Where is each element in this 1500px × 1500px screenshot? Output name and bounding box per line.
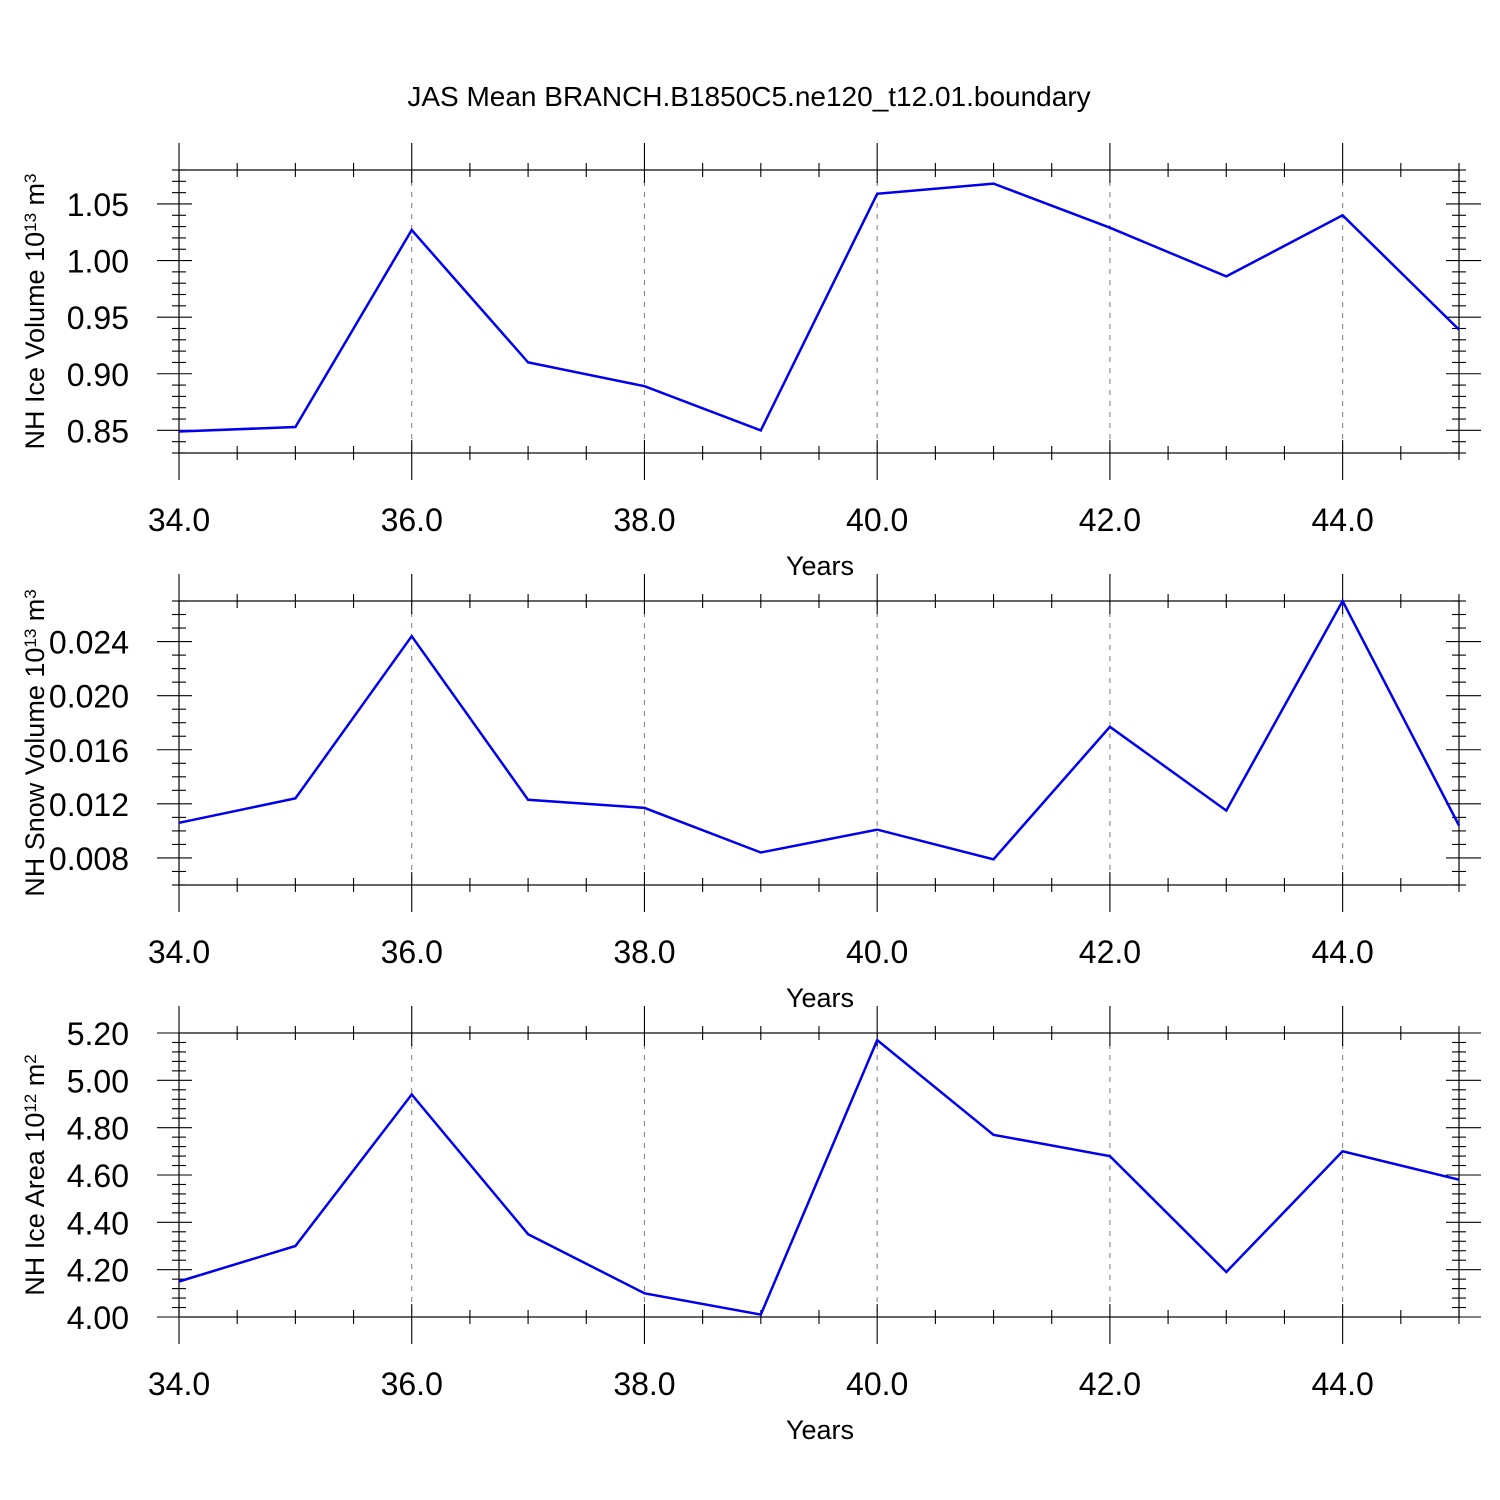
panel-3: 34.0 36.0 38.0 40.0 42.0 44.0 4.00 4.20 4.40 4.60… — [20, 1006, 1481, 1445]
data-point — [642, 1291, 646, 1295]
x-tick-label: 36.0 — [381, 502, 443, 538]
x-axis-label: Years — [786, 983, 854, 1013]
data-point — [1341, 213, 1345, 217]
x-tick-label: 36.0 — [381, 1366, 443, 1402]
y-axis-label-superscript: 13 — [21, 213, 40, 232]
data-point — [992, 857, 996, 861]
data-point — [526, 1232, 530, 1236]
data-point — [1108, 725, 1112, 729]
y-tick-label: 4.00 — [67, 1300, 129, 1336]
y-tick-label: 0.90 — [67, 357, 129, 393]
x-tick-label: 34.0 — [148, 934, 210, 970]
x-tick-label: 36.0 — [381, 934, 443, 970]
figure-title: JAS Mean BRANCH.B1850C5.ne120_t12.01.bou… — [407, 81, 1090, 112]
y-tick-label: 4.80 — [67, 1111, 129, 1147]
panel-1: 34.0 36.0 38.0 40.0 42.0 44.0 0.85 0.90 0.95 1.00… — [20, 143, 1481, 581]
y-axis-label-text: NH Ice Area 10 — [20, 1113, 50, 1296]
data-point — [992, 182, 996, 186]
data-point — [410, 634, 414, 638]
y-axis-label-superscript: 2 — [21, 1054, 40, 1063]
y-tick-label: 0.012 — [49, 787, 129, 823]
series-line — [178, 1038, 1460, 1317]
data-point — [410, 228, 414, 232]
data-point — [642, 806, 646, 810]
x-tick-label: 44.0 — [1311, 934, 1373, 970]
x-tick-label: 42.0 — [1079, 1366, 1141, 1402]
y-tick-label: 0.95 — [67, 300, 129, 336]
y-tick-label: 4.60 — [67, 1158, 129, 1194]
data-point — [759, 851, 763, 855]
data-point — [526, 798, 530, 802]
y-axis-label: NH Ice Volume 1013 m3 — [20, 174, 50, 450]
y-axis-label-superscript: 12 — [21, 1094, 40, 1113]
x-tick-label: 40.0 — [846, 934, 908, 970]
data-point — [177, 821, 181, 825]
x-tick-label: 44.0 — [1311, 502, 1373, 538]
data-point — [1224, 274, 1228, 278]
y-axis-label: NH Ice Area 1012 m2 — [20, 1054, 50, 1295]
data-point — [1341, 599, 1345, 603]
data-point — [1341, 1149, 1345, 1153]
y-axis-label: NH Snow Volume 1013 m3 — [20, 589, 50, 897]
x-tick-label: 38.0 — [613, 502, 675, 538]
x-tick-label: 38.0 — [613, 934, 675, 970]
y-tick-label: 0.016 — [49, 733, 129, 769]
data-point — [293, 425, 297, 429]
x-tick-label: 34.0 — [148, 502, 210, 538]
x-axis-label: Years — [786, 551, 854, 581]
y-tick-label: 1.05 — [67, 187, 129, 223]
data-point — [1224, 1270, 1228, 1274]
x-tick-label: 38.0 — [613, 1366, 675, 1402]
x-tick-label: 34.0 — [148, 1366, 210, 1402]
data-point — [177, 429, 181, 433]
y-axis-label-text: m — [20, 183, 50, 213]
data-point — [875, 1038, 879, 1042]
y-tick-label: 0.85 — [67, 413, 129, 449]
y-tick-label: 4.40 — [67, 1205, 129, 1241]
data-point — [875, 828, 879, 832]
data-point — [526, 360, 530, 364]
plot-frame — [178, 600, 1460, 886]
series-line — [178, 182, 1460, 433]
data-point — [759, 1313, 763, 1317]
data-point — [759, 428, 763, 432]
series-line — [178, 598, 1461, 861]
y-tick-label: 0.008 — [49, 841, 129, 877]
y-tick-label: 1.00 — [67, 244, 129, 280]
data-point — [410, 1093, 414, 1097]
data-point — [1457, 823, 1461, 827]
x-tick-label: 40.0 — [846, 1366, 908, 1402]
data-point — [1108, 1154, 1112, 1158]
y-axis-label-superscript: 13 — [21, 629, 40, 648]
y-tick-label: 0.024 — [49, 625, 129, 661]
x-axis-label: Years — [786, 1415, 854, 1445]
x-tick-label: 42.0 — [1079, 502, 1141, 538]
y-axis-label-text: NH Ice Volume 10 — [20, 232, 50, 450]
panel-2: 34.0 36.0 38.0 40.0 42.0 44.0 0.008 0.012 0.016 0… — [20, 574, 1481, 1013]
data-point — [992, 1133, 996, 1137]
y-axis-label-text: m — [20, 1064, 50, 1094]
y-tick-label: 0.020 — [49, 679, 129, 715]
data-point — [875, 192, 879, 196]
y-axis-label-superscript: 3 — [21, 589, 40, 598]
y-tick-label: 4.20 — [67, 1253, 129, 1289]
data-point — [293, 1244, 297, 1248]
x-tick-label: 42.0 — [1079, 934, 1141, 970]
data-point — [177, 1280, 181, 1284]
y-axis-label-superscript: 3 — [21, 174, 40, 183]
y-axis-label-text: m — [20, 599, 50, 629]
panels: 34.0 36.0 38.0 40.0 42.0 44.0 0.85 0.90 0.95 1.00… — [20, 143, 1481, 1445]
data-point — [1224, 809, 1228, 813]
data-point — [642, 384, 646, 388]
data-point — [1108, 226, 1112, 230]
y-axis-label-text: NH Snow Volume 10 — [20, 648, 50, 897]
data-point — [1457, 328, 1461, 332]
data-point — [1457, 1178, 1461, 1182]
x-tick-label: 44.0 — [1311, 1366, 1373, 1402]
y-tick-label: 5.00 — [67, 1063, 129, 1099]
y-tick-label: 5.20 — [67, 1016, 129, 1052]
data-point — [293, 796, 297, 800]
x-tick-label: 40.0 — [846, 502, 908, 538]
